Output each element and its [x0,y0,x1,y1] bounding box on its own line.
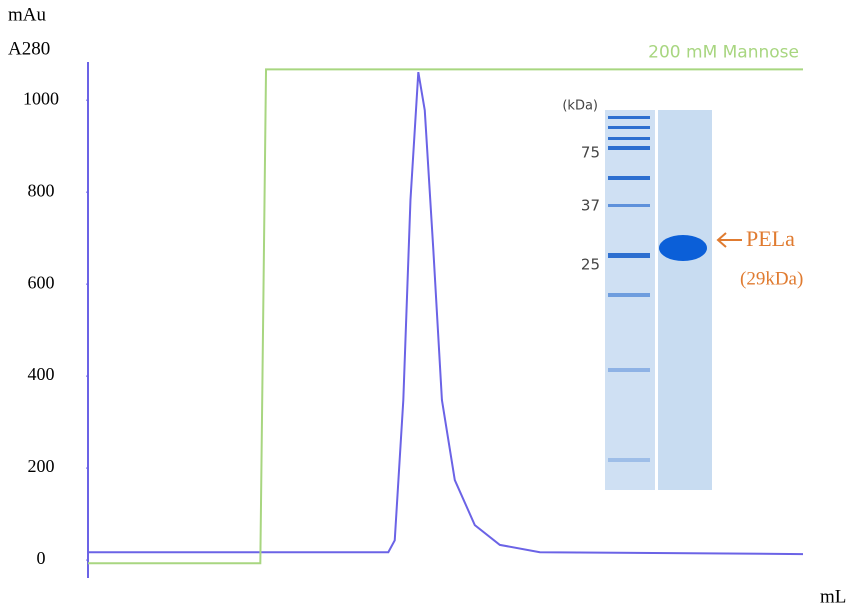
y-tick-label: 400 [28,364,55,384]
band [608,204,650,207]
band [608,253,650,258]
y-tick-label: 200 [28,456,55,476]
data-line [88,71,804,556]
band [608,293,650,297]
data-line [88,68,803,565]
x-label: mL [820,586,846,607]
y-tick-label: 1000 [23,88,59,108]
gel-marker: 37 [581,197,600,215]
arrow [716,232,742,248]
gel-marker: 75 [581,144,600,162]
band [608,126,650,129]
sample-band [659,235,707,261]
y-tick-label: 800 [28,180,55,200]
y-tick-label: 0 [37,548,46,568]
band-size: (29kDa) [740,268,803,289]
y-label: A280 [8,38,50,59]
band-label: PELa [746,226,795,251]
gel-unit: (kDa) [562,99,598,114]
ladder-lane [605,110,655,490]
series-label: 200 mM Mannose [648,42,799,62]
band [608,176,650,180]
band [608,116,650,119]
band [608,146,650,150]
gel-marker: 25 [581,256,600,274]
band [608,137,650,140]
gel-inset: (kDa) 75 37 25 PELa (29kDa) [562,99,803,490]
band [608,458,650,462]
y-tick-label: 600 [28,272,55,292]
y-label: mAu [8,4,47,25]
band [608,368,650,372]
sample-lane [658,110,712,490]
ladder-bands [608,116,650,462]
